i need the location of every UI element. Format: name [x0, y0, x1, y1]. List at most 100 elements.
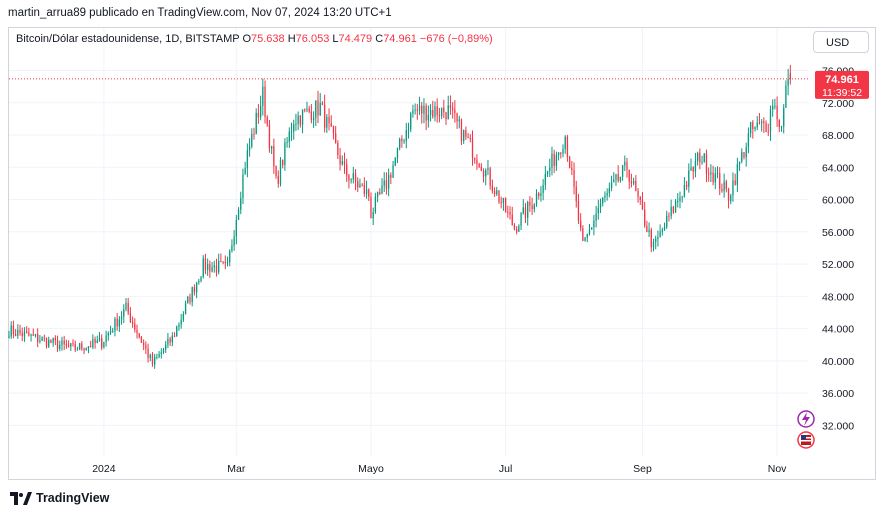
candle-body [787, 79, 789, 86]
candle-body [167, 338, 169, 345]
y-tick-label: 40.000 [822, 356, 854, 368]
candle-body [125, 302, 127, 310]
high-value: 76.053 [295, 33, 330, 45]
candle-body [45, 338, 48, 347]
candle-body [760, 121, 763, 124]
candle-body [769, 109, 772, 132]
candle-body [32, 334, 34, 336]
candle-body [621, 165, 624, 177]
candle-body [306, 108, 308, 110]
candle-body [335, 133, 337, 143]
lightning-event-icon[interactable] [797, 410, 815, 428]
candle-body [414, 109, 416, 111]
x-tick-label: Mayo [358, 463, 384, 475]
candle-body [176, 326, 178, 337]
candle-body [204, 258, 207, 270]
candle-body [734, 180, 736, 185]
candle-body [341, 161, 343, 165]
candle-body [299, 115, 302, 125]
candle-body [282, 160, 284, 165]
candle-body [264, 86, 266, 118]
candle-body [677, 201, 679, 203]
candle-body [310, 111, 313, 121]
us-flag-event-icon[interactable] [797, 431, 815, 449]
candle-body [41, 337, 43, 341]
candle-body [240, 198, 242, 210]
candle-body [701, 161, 703, 163]
tradingview-footer[interactable]: TradingView [10, 489, 109, 507]
candle-body [763, 121, 765, 124]
candle-body [688, 170, 690, 187]
candle-body [754, 127, 756, 130]
close-label: C [375, 33, 384, 45]
candle-body [169, 338, 171, 343]
candle-body [540, 193, 542, 197]
candle-body [412, 110, 414, 114]
candle-body [507, 211, 509, 213]
candle-body [626, 161, 628, 170]
candle-body [683, 185, 686, 197]
candle-body [30, 334, 32, 336]
candle-body [178, 324, 180, 327]
change-value: −676 (−0,89%) [419, 33, 493, 45]
candle-body [672, 206, 675, 213]
candle-body [756, 122, 758, 128]
x-tick-label: Jul [499, 463, 512, 475]
candle-body [597, 207, 599, 214]
candle-body [372, 212, 374, 219]
candle-body [489, 168, 491, 186]
candle-body [339, 155, 341, 165]
candle-body [248, 146, 251, 151]
symbol-name[interactable]: Bitcoin/Dólar estadounidense, 1D, BITSTA… [16, 33, 240, 45]
candle-body [566, 136, 569, 157]
candle-body [50, 339, 52, 343]
candle-body [379, 192, 381, 194]
candle-body [259, 105, 262, 118]
candle-body [83, 348, 85, 351]
candle-body [586, 233, 588, 238]
candle-body [496, 190, 498, 195]
candle-body [648, 229, 650, 232]
lightning-bolt [802, 412, 810, 426]
candle-body [191, 287, 193, 303]
candle-body [78, 343, 81, 350]
candle-body [332, 126, 335, 134]
candle-body [767, 131, 769, 133]
candle-body [560, 152, 562, 154]
candle-body [290, 131, 293, 133]
candle-body [743, 152, 745, 158]
candle-body [557, 152, 560, 156]
price-tag[interactable] [815, 70, 869, 99]
candle-body [644, 209, 646, 226]
candle-body [476, 159, 478, 165]
candle-body [315, 100, 317, 118]
candle-body [588, 229, 591, 234]
currency-button[interactable]: USD [813, 31, 869, 53]
candle-body [317, 100, 319, 116]
candle-body [772, 105, 774, 110]
candle-body [123, 309, 125, 317]
candles [8, 64, 792, 369]
candle-body [730, 195, 732, 202]
candle-body [112, 330, 114, 332]
candle-body [650, 229, 652, 248]
candle-body [376, 192, 379, 197]
candle-body [403, 141, 405, 143]
candle-body [295, 123, 297, 125]
candle-body [679, 197, 681, 202]
candle-body [48, 339, 50, 347]
candle-body [602, 197, 604, 204]
candle-body [193, 287, 196, 293]
candle-body [407, 129, 410, 131]
candle-body [785, 85, 787, 108]
candle-body [200, 276, 202, 281]
candle-body [160, 352, 162, 354]
candle-body [198, 280, 200, 283]
candle-body [639, 196, 641, 201]
candle-body [692, 167, 694, 172]
candle-body [182, 313, 185, 320]
candle-body [293, 124, 295, 132]
open-value: 75.638 [251, 33, 285, 45]
